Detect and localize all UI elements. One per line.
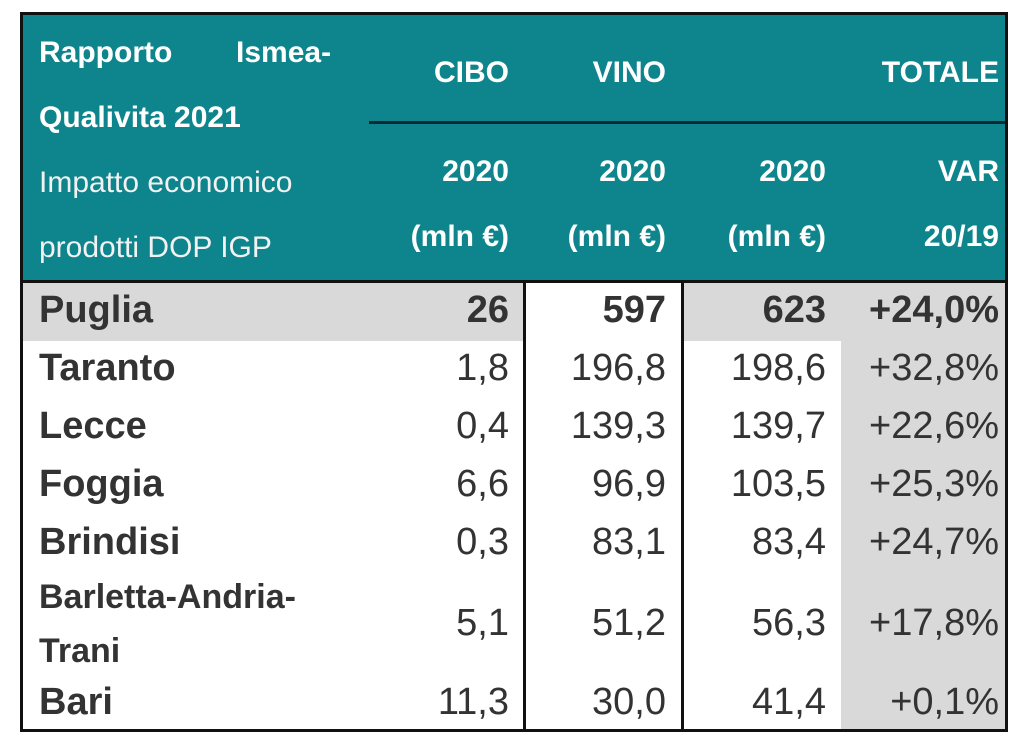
- cell-vino: 597: [602, 289, 666, 331]
- subtitle-line1: Impatto economico: [39, 166, 293, 199]
- cell-vino: 196,8: [570, 347, 666, 389]
- cell-vino: 83,1: [592, 521, 666, 563]
- row-name-line2: Trani: [39, 632, 121, 670]
- title-line1-b: Ismea-: [236, 36, 332, 69]
- cell-cibo: 0,3: [456, 521, 509, 563]
- title-line2: Qualivita 2021: [39, 101, 241, 134]
- cell-var: +22,6%: [869, 405, 999, 447]
- cell-cibo: 26: [466, 289, 509, 331]
- cell-totale: 83,4: [752, 521, 826, 563]
- cell-cibo: 1,8: [456, 347, 509, 389]
- cell-vino: 30,0: [592, 681, 666, 723]
- cell-var: +24,7%: [869, 521, 999, 563]
- cell-cibo: 0,4: [456, 405, 509, 447]
- cell-totale: 623: [762, 289, 826, 331]
- col-header-vino: VINO: [592, 56, 666, 89]
- var-period: 20/19: [923, 220, 999, 253]
- row-name: Lecce: [39, 405, 147, 447]
- cell-var: +0,1%: [890, 681, 999, 723]
- row-name: Puglia: [39, 289, 154, 331]
- row-name: Taranto: [39, 347, 176, 389]
- cell-vino: 139,3: [570, 405, 666, 447]
- cell-cibo: 11,3: [437, 681, 509, 723]
- total-row-shade: [23, 283, 1005, 341]
- year-vino: 2020: [599, 155, 666, 188]
- cell-vino: 96,9: [592, 463, 666, 505]
- year-totale: 2020: [759, 155, 826, 188]
- col-header-cibo: CIBO: [434, 56, 509, 89]
- row-name-line1: Barletta-Andria-: [39, 578, 296, 616]
- row-name: Bari: [39, 681, 113, 723]
- header-separator: [23, 280, 1005, 283]
- cell-totale: 198,6: [730, 347, 826, 389]
- cell-totale: 41,4: [752, 681, 826, 723]
- cell-var: +25,3%: [869, 463, 999, 505]
- year-cibo: 2020: [442, 155, 509, 188]
- cell-cibo: 6,6: [456, 463, 509, 505]
- vino-total-cell-bg: [526, 283, 684, 341]
- cell-var: +17,8%: [869, 602, 999, 644]
- var-label: VAR: [937, 155, 999, 188]
- col-header-totale: TOTALE: [881, 56, 999, 89]
- data-table: Rapporto Ismea- Qualivita 2021 CIBO VINO…: [20, 12, 1008, 732]
- table-header: Rapporto Ismea- Qualivita 2021 CIBO VINO…: [23, 15, 1005, 280]
- unit-cibo: (mln €): [410, 220, 509, 253]
- title-line1-a: Rapporto: [39, 36, 173, 69]
- var-column-shade: [841, 341, 1005, 729]
- cell-totale: 56,3: [752, 602, 826, 644]
- unit-totale: (mln €): [727, 220, 826, 253]
- subtitle-line2: prodotti DOP IGP: [39, 231, 272, 264]
- cell-var: +32,8%: [869, 347, 999, 389]
- column-divider-vino-totale: [681, 280, 684, 729]
- header-rule: [369, 121, 1005, 124]
- unit-vino: (mln €): [567, 220, 666, 253]
- column-divider-cibo-vino: [523, 280, 526, 729]
- cell-vino: 51,2: [592, 602, 666, 644]
- cell-cibo: 5,1: [456, 602, 509, 644]
- row-name: Brindisi: [39, 521, 181, 563]
- cell-totale: 103,5: [730, 463, 826, 505]
- cell-totale: 139,7: [730, 405, 826, 447]
- cell-var: +24,0%: [869, 289, 999, 331]
- row-name: Foggia: [39, 463, 164, 505]
